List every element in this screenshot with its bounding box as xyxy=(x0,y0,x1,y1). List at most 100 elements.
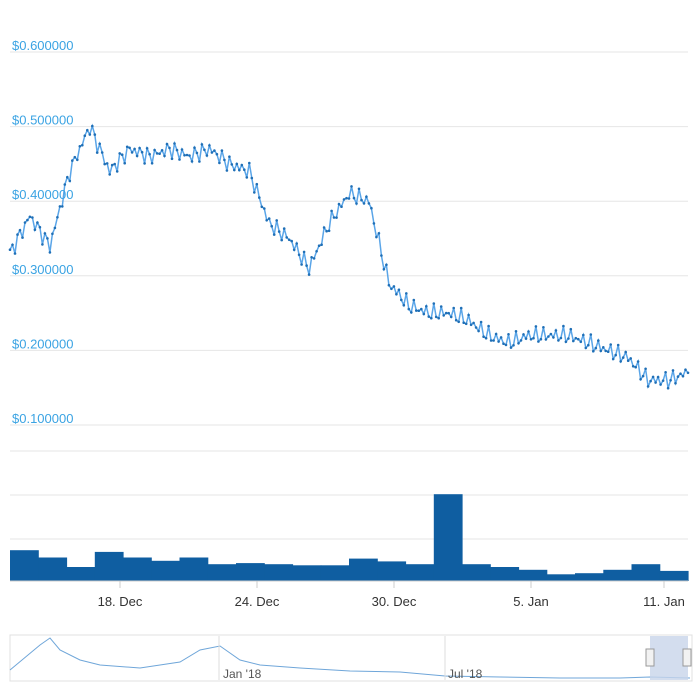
price-point xyxy=(145,147,149,150)
price-point xyxy=(646,385,650,388)
price-point xyxy=(459,306,463,310)
price-point xyxy=(449,315,453,319)
price-point xyxy=(407,307,411,311)
price-point xyxy=(452,306,456,310)
volume-bar xyxy=(462,564,491,581)
navigator-label: Jul '18 xyxy=(448,667,483,681)
price-point xyxy=(352,196,356,200)
price-point xyxy=(517,342,520,345)
price-point xyxy=(626,359,630,363)
range-navigator[interactable]: Jan '18 Jul '18 xyxy=(9,634,693,682)
y-tick-label: $0.300000 xyxy=(12,262,73,277)
price-point xyxy=(270,224,274,228)
price-point xyxy=(422,312,426,316)
price-point xyxy=(614,353,617,357)
price-point xyxy=(537,340,540,343)
price-point xyxy=(434,315,438,319)
price-point xyxy=(253,191,256,194)
y-tick-label: $0.600000 xyxy=(12,38,73,53)
price-point xyxy=(679,372,682,376)
price-point xyxy=(370,206,373,210)
price-point xyxy=(110,163,114,167)
price-point xyxy=(73,155,77,159)
y-axis-labels: $0.600000 $0.500000 $0.400000 $0.300000 $0.2… xyxy=(12,38,73,426)
price-point xyxy=(454,318,458,322)
price-point xyxy=(295,242,299,245)
price-point xyxy=(312,257,316,260)
price-point xyxy=(534,325,538,328)
price-point xyxy=(439,305,443,308)
price-point xyxy=(148,152,151,156)
navigator-label: Jan '18 xyxy=(223,667,262,681)
volume-bar xyxy=(405,564,435,581)
price-point xyxy=(95,151,99,154)
price-point xyxy=(287,238,291,242)
price-point xyxy=(651,375,655,379)
price-point xyxy=(589,333,593,336)
price-point xyxy=(51,232,54,236)
price-point xyxy=(539,337,543,341)
price-point xyxy=(509,346,513,349)
price-point xyxy=(33,228,37,231)
price-point xyxy=(198,160,201,163)
price-point xyxy=(512,344,515,347)
price-point xyxy=(315,250,318,253)
price-point xyxy=(552,336,555,339)
navigator-right-handle[interactable] xyxy=(682,648,692,667)
price-point xyxy=(228,155,231,158)
price-point xyxy=(203,148,206,152)
volume-bar xyxy=(320,565,350,581)
price-point xyxy=(442,314,446,317)
price-point xyxy=(355,202,358,205)
price-point xyxy=(562,324,565,328)
price-point xyxy=(604,349,607,353)
price-point xyxy=(629,357,632,360)
price-point xyxy=(56,216,59,219)
navigator-left-handle[interactable] xyxy=(645,648,655,667)
price-point xyxy=(522,333,525,336)
volume-bar xyxy=(94,551,124,581)
price-point xyxy=(115,170,119,173)
price-point xyxy=(681,374,685,378)
volume-bar xyxy=(38,557,68,581)
price-point xyxy=(208,144,211,147)
volume-bar xyxy=(377,561,407,581)
price-point xyxy=(220,149,224,152)
price-point xyxy=(238,168,241,172)
price-point xyxy=(195,151,199,155)
price-point xyxy=(245,176,249,179)
y-tick-label: $0.100000 xyxy=(12,411,73,426)
price-point xyxy=(83,134,87,137)
price-point xyxy=(307,273,311,276)
price-point xyxy=(175,148,179,152)
price-point xyxy=(587,343,590,347)
price-point xyxy=(357,187,361,191)
navigator-line xyxy=(9,637,691,679)
price-point xyxy=(577,337,580,341)
price-point xyxy=(507,333,510,336)
price-point xyxy=(686,371,690,375)
volume-bar xyxy=(518,569,548,581)
price-point xyxy=(666,386,670,390)
x-tick-label: 5. Jan xyxy=(513,594,548,609)
price-point xyxy=(340,205,343,208)
price-point xyxy=(267,217,271,220)
price-point xyxy=(664,371,667,374)
price-point xyxy=(213,149,216,152)
volume-bar xyxy=(236,563,265,581)
volume-bar xyxy=(292,565,322,581)
price-point xyxy=(656,375,660,379)
volume-bar xyxy=(603,569,633,581)
price-point xyxy=(494,332,498,336)
price-point xyxy=(467,313,470,317)
price-point xyxy=(402,303,406,307)
price-point xyxy=(150,162,154,165)
price-point xyxy=(275,219,279,222)
navigator-frame xyxy=(9,634,693,682)
price-point xyxy=(135,154,139,158)
price-series xyxy=(8,123,690,390)
price-point xyxy=(41,243,44,246)
price-point xyxy=(263,207,266,210)
price-point xyxy=(218,161,221,165)
price-point xyxy=(98,142,101,146)
